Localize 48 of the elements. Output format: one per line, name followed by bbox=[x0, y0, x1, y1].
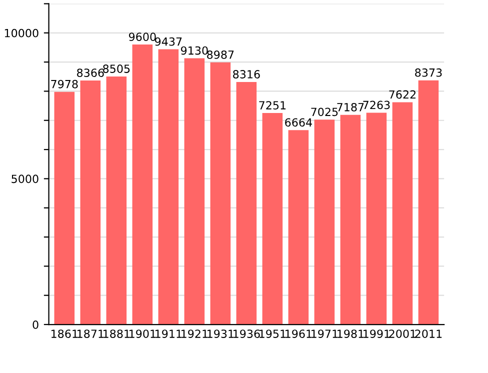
bar bbox=[262, 113, 283, 325]
data-label: 8987 bbox=[207, 50, 234, 59]
bar bbox=[418, 80, 439, 325]
bar bbox=[236, 82, 257, 325]
bar bbox=[210, 62, 231, 325]
data-label: 7622 bbox=[389, 90, 416, 99]
y-tick-label: 0 bbox=[32, 320, 38, 329]
bar bbox=[366, 112, 387, 325]
x-tick-label: 1971 bbox=[312, 330, 338, 338]
bar bbox=[158, 49, 179, 325]
x-tick-label: 1936 bbox=[234, 330, 260, 338]
y-tick-label: 10000 bbox=[4, 28, 38, 38]
y-tick-label: 5000 bbox=[12, 174, 38, 184]
bar bbox=[54, 92, 75, 325]
data-label: 6664 bbox=[285, 118, 312, 127]
x-tick-label: 1911 bbox=[156, 330, 182, 338]
data-label: 9130 bbox=[180, 46, 208, 55]
data-label: 7251 bbox=[259, 101, 286, 110]
x-tick-label: 1961 bbox=[286, 330, 312, 338]
bar bbox=[132, 44, 153, 325]
x-tick-label: 1901 bbox=[130, 330, 156, 338]
bar bbox=[80, 80, 101, 325]
x-tick-label: 1981 bbox=[338, 330, 364, 338]
x-tick-label: 1861 bbox=[51, 330, 78, 338]
bar bbox=[184, 58, 205, 325]
bar bbox=[340, 114, 361, 325]
x-tick-label: 1921 bbox=[182, 330, 208, 338]
bar bbox=[392, 102, 413, 325]
x-tick-label: 1931 bbox=[208, 330, 234, 338]
x-tick-label: 1881 bbox=[103, 330, 130, 338]
data-label: 7025 bbox=[311, 108, 338, 116]
bar bbox=[314, 120, 335, 325]
x-tick-label: 2011 bbox=[415, 330, 442, 338]
data-label: 9600 bbox=[128, 32, 156, 42]
x-tick-label: 1991 bbox=[364, 330, 390, 338]
data-label: 8366 bbox=[77, 68, 104, 77]
data-label: 7263 bbox=[363, 100, 390, 110]
x-tick-label: 1871 bbox=[77, 330, 104, 338]
x-tick-label: 1951 bbox=[260, 330, 286, 338]
data-label: 8505 bbox=[103, 64, 130, 73]
data-label: 8316 bbox=[233, 70, 260, 78]
data-label: 7187 bbox=[337, 102, 364, 112]
bar bbox=[288, 130, 309, 325]
data-label: 9437 bbox=[154, 37, 182, 46]
x-tick-label: 2001 bbox=[389, 330, 416, 338]
bar bbox=[106, 76, 127, 325]
data-label: 7978 bbox=[51, 80, 78, 88]
data-label: 8373 bbox=[415, 68, 442, 77]
